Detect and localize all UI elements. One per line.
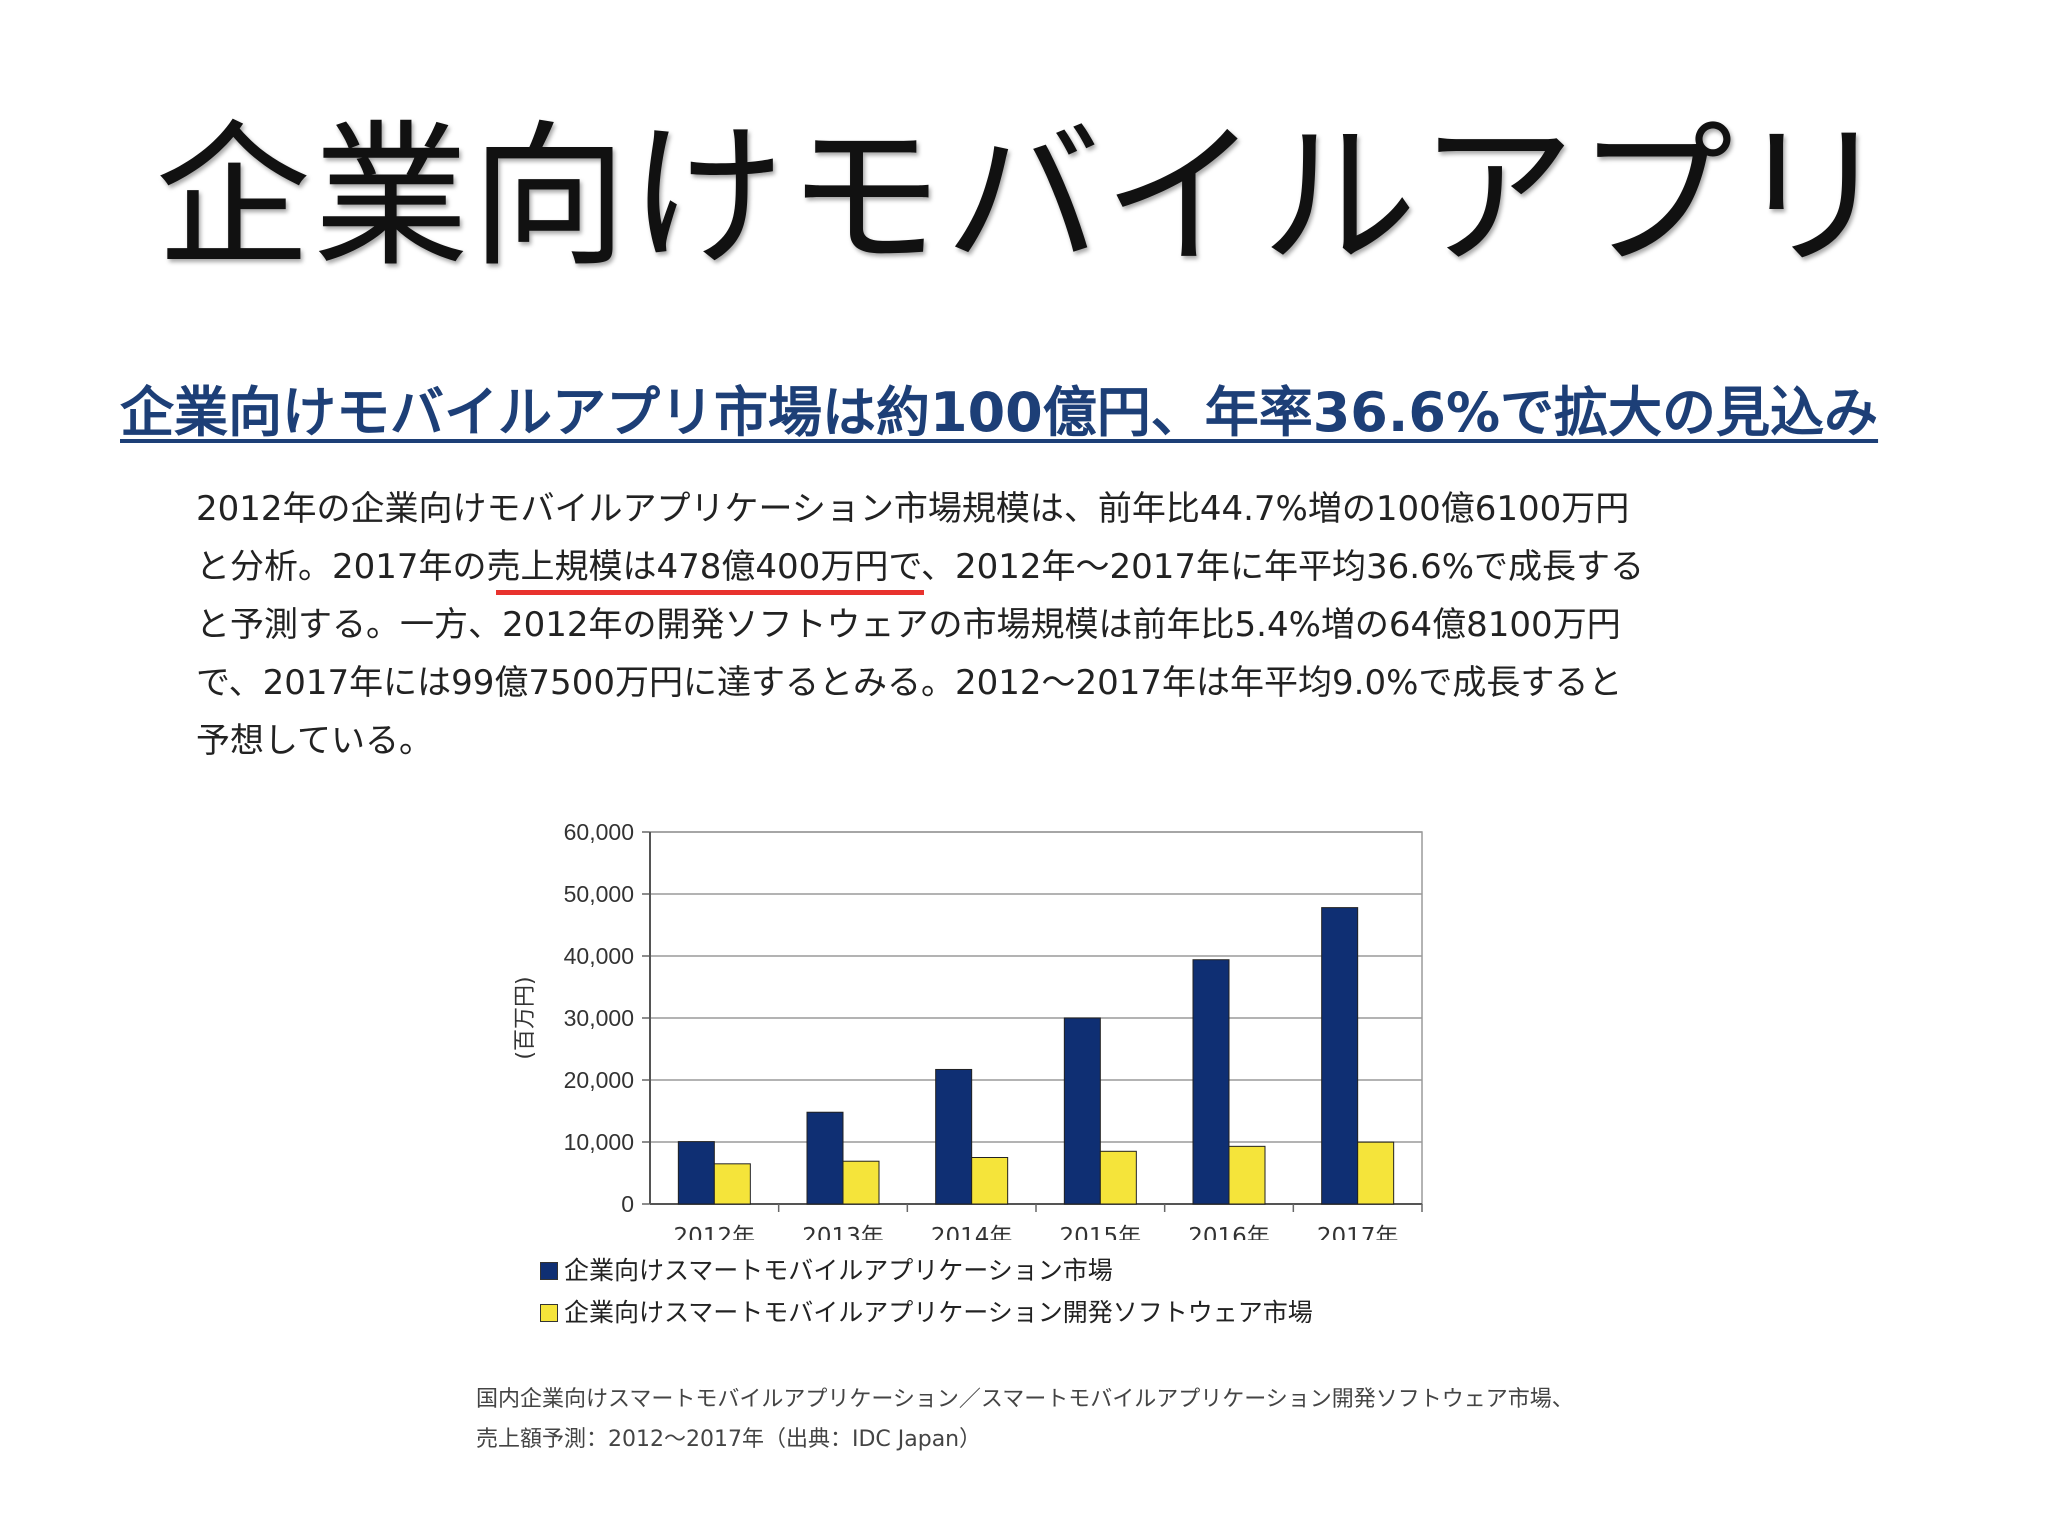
x-tick-label: 2014年 — [931, 1224, 1013, 1240]
bar-dev-software — [1099, 1150, 1137, 1205]
y-tick-label: 60,000 — [564, 819, 634, 845]
body-line-2: と分析。2017年の売上規模は478億400万円で、2012年〜2017年に年平… — [196, 547, 1645, 587]
bar-app-market — [806, 1111, 844, 1205]
bar-dev-software — [971, 1157, 1009, 1205]
caption-line-1: 国内企業向けスマートモバイルアプリケーション／スマートモバイルアプリケーション開… — [476, 1387, 1574, 1412]
legend-swatch-app — [540, 1262, 558, 1280]
body-line-3: と予測する。一方、2012年の開発ソフトウェアの市場規模は前年比5.4%増の64… — [196, 605, 1621, 645]
bar-app-market — [1321, 907, 1359, 1205]
y-tick-label: 10,000 — [564, 1129, 634, 1155]
bar-app-market — [1192, 959, 1230, 1205]
bar-app-market — [1063, 1017, 1101, 1205]
legend-item-dev: 企業向けスマートモバイルアプリケーション開発ソフトウェア市場 — [540, 1292, 1313, 1334]
bar-dev-software — [713, 1163, 751, 1205]
legend-swatch-dev — [540, 1304, 558, 1322]
body-paragraph: 2012年の企業向けモバイルアプリケーション市場規模は、前年比44.7%増の10… — [196, 480, 1716, 770]
headline: 企業向けモバイルアプリ市場は約100億円、年率36.6%で拡大の見込み — [120, 381, 1879, 444]
body-line-1: 2012年の企業向けモバイルアプリケーション市場規模は、前年比44.7%増の10… — [196, 489, 1630, 529]
legend-label-dev: 企業向けスマートモバイルアプリケーション開発ソフトウェア市場 — [564, 1298, 1313, 1327]
x-tick-label: 2013年 — [802, 1224, 884, 1240]
figure-caption: 国内企業向けスマートモバイルアプリケーション／スマートモバイルアプリケーション開… — [476, 1380, 1574, 1460]
legend-label-app: 企業向けスマートモバイルアプリケーション市場 — [564, 1256, 1113, 1285]
slide-title: 企業向けモバイルアプリ — [155, 106, 1893, 288]
y-tick-label: 30,000 — [564, 1005, 634, 1031]
caption-line-2: 売上額予測：2012〜2017年（出典：IDC Japan） — [476, 1427, 982, 1452]
bar-dev-software — [1228, 1145, 1266, 1205]
y-tick-label: 20,000 — [564, 1067, 634, 1093]
emphasis-underline — [496, 590, 924, 595]
x-tick-label: 2017年 — [1317, 1224, 1399, 1240]
x-tick-label: 2015年 — [1060, 1224, 1142, 1240]
x-tick-label: 2012年 — [674, 1224, 756, 1240]
x-tick-label: 2016年 — [1188, 1224, 1270, 1240]
bar-dev-software — [1357, 1141, 1395, 1205]
chart-container: 0 10,000 20,000 30,000 40,000 50,000 60,000 (百万… — [470, 800, 1470, 1360]
bar-app-market — [677, 1141, 715, 1205]
chart-legend: 企業向けスマートモバイルアプリケーション市場 企業向けスマートモバイルアプリケー… — [540, 1250, 1313, 1334]
bar-dev-software — [842, 1160, 880, 1205]
bar-app-market — [935, 1068, 973, 1205]
y-tick-label: 0 — [621, 1191, 634, 1217]
body-line-5: 予想している。 — [196, 721, 433, 761]
y-axis-label: (百万円) — [513, 976, 538, 1059]
y-tick-label: 40,000 — [564, 943, 634, 969]
body-line-4: で、2017年には99億7500万円に達するとみる。2012〜2017年は年平均… — [196, 663, 1623, 703]
y-tick-label: 50,000 — [564, 881, 634, 907]
bar-chart: 0 10,000 20,000 30,000 40,000 50,000 60,000 (百万… — [513, 819, 1423, 1250]
legend-item-app: 企業向けスマートモバイルアプリケーション市場 — [540, 1250, 1313, 1292]
